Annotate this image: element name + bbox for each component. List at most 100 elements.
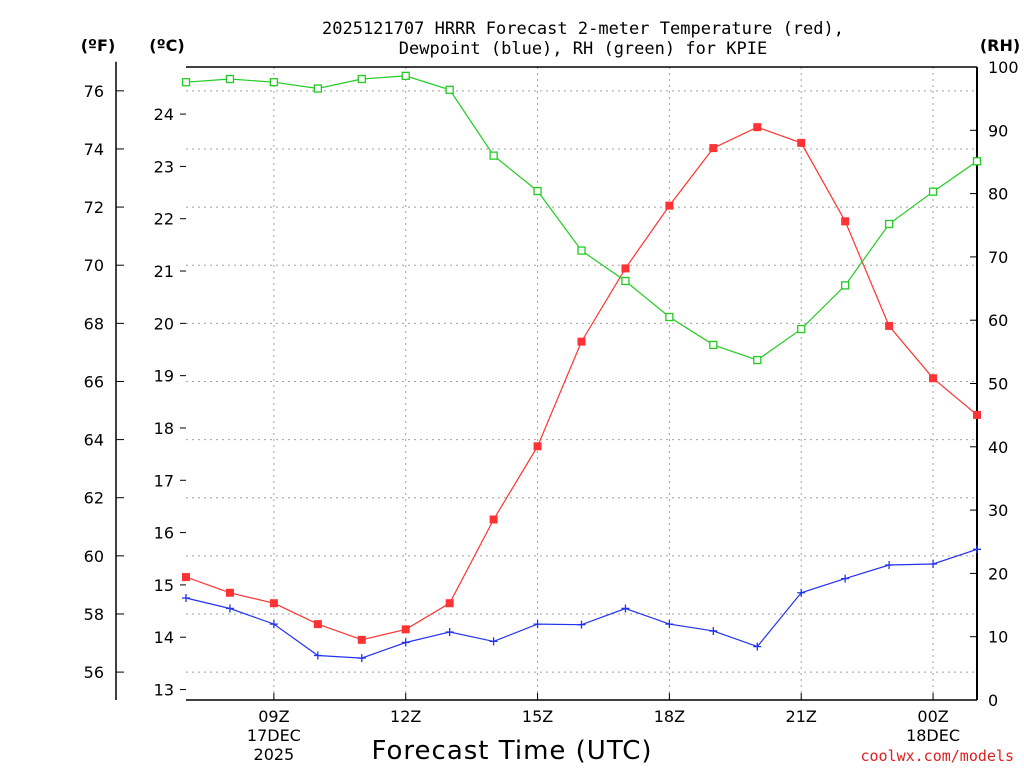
gridlines <box>186 67 977 700</box>
dewpoint-point <box>445 627 454 636</box>
temperature-point <box>269 599 278 608</box>
celsius-tick-label: 17 <box>154 471 174 490</box>
chart-title-line-2: Dewpoint (blue), RH (green) for KPIE <box>399 39 767 59</box>
dewpoint-point <box>797 588 806 597</box>
dewpoint-point <box>401 638 410 647</box>
rh-point <box>753 355 762 365</box>
plot-frame <box>115 61 978 701</box>
temperature-point <box>841 217 850 226</box>
celsius-tick-label: 14 <box>154 628 174 647</box>
celsius-tick-label: 24 <box>154 105 174 124</box>
fahrenheit-tick-label: 70 <box>84 256 104 275</box>
fahrenheit-tick-label: 74 <box>84 140 104 159</box>
celsius-tick-label: 23 <box>154 157 174 176</box>
temperature-point <box>577 337 586 346</box>
rh-point <box>665 312 674 322</box>
rh-tick-label: 70 <box>988 248 1008 267</box>
dewpoint-point <box>709 626 718 635</box>
rh-tick-label: 80 <box>988 185 1008 204</box>
fahrenheit-tick-label: 76 <box>84 82 104 101</box>
dewpoint-point <box>885 561 894 570</box>
rh-point <box>489 151 498 160</box>
temperature-point <box>533 442 542 451</box>
x-axis-title: Forecast Time (UTC) <box>371 736 652 766</box>
rh-tick-label: 100 <box>988 58 1019 77</box>
dewpoint-point <box>973 545 981 554</box>
rh-point <box>709 340 718 350</box>
x-year-label: 2025 <box>254 745 295 764</box>
x-tick-label: 21Z <box>786 707 817 726</box>
celsius-tick-label: 13 <box>154 681 174 700</box>
rh-tick-label: 0 <box>988 691 998 710</box>
temperature-point <box>445 599 454 608</box>
rh-tick-label: 40 <box>988 438 1008 457</box>
temperature-point <box>929 374 938 383</box>
temperature-point <box>401 625 410 634</box>
rh-point <box>841 281 850 290</box>
rh-tick-label: 30 <box>988 501 1008 520</box>
dewpoint-point <box>182 593 190 602</box>
temperature-point <box>753 123 762 132</box>
celsius-tick-label: 21 <box>154 262 174 281</box>
dewpoint-line <box>185 548 978 659</box>
rh-tick-label: 50 <box>988 375 1008 394</box>
celsius-tick-label: 20 <box>154 314 174 333</box>
fahrenheit-tick-label: 60 <box>84 547 104 566</box>
rh-tick-label: 60 <box>988 311 1008 330</box>
temperature-point <box>665 201 674 210</box>
fahrenheit-tick-label: 56 <box>84 663 104 682</box>
x-date-label: 17DEC <box>247 726 301 745</box>
chart-title-line-1: 2025121707 HRRR Forecast 2-meter Tempera… <box>322 19 844 39</box>
dewpoint-point <box>269 620 278 629</box>
celsius-tick-label: 15 <box>154 576 174 595</box>
fahrenheit-tick-label: 58 <box>84 605 104 624</box>
rh-point <box>928 187 938 196</box>
x-tick-label: 09Z <box>258 707 289 726</box>
rh-point <box>797 324 806 334</box>
dewpoint-point <box>225 604 234 613</box>
dewpoint-point <box>753 642 762 651</box>
fahrenheit-unit-label: (ºF) <box>81 36 116 55</box>
temperature-point <box>973 410 981 419</box>
temperature-point <box>489 515 498 524</box>
rh-point <box>445 85 454 94</box>
dewpoint-point <box>313 651 322 660</box>
dewpoint-point <box>929 559 938 568</box>
rh-line <box>185 75 978 361</box>
dewpoint-point <box>577 620 586 629</box>
x-date-label: 18DEC <box>906 726 960 745</box>
rh-point <box>533 186 542 196</box>
fahrenheit-tick-label: 66 <box>84 372 104 391</box>
temperature-point <box>885 321 894 330</box>
fahrenheit-tick-label: 64 <box>84 431 104 450</box>
rh-point <box>621 276 630 286</box>
temperature-point <box>313 620 322 629</box>
fahrenheit-tick-label: 68 <box>84 314 104 333</box>
temperature-point <box>225 588 234 597</box>
celsius-tick-label: 19 <box>154 367 174 386</box>
x-tick-label: 18Z <box>654 707 685 726</box>
axes: 56 58 60 62 64 66 68 70 72 74 76 13 14 15 16 17 18 19 20 21… <box>84 58 1019 764</box>
rh-tick-label: 10 <box>988 628 1008 647</box>
celsius-tick-label: 18 <box>154 419 174 438</box>
series-layer <box>181 71 982 663</box>
rh-point <box>225 74 235 84</box>
x-tick-label: 15Z <box>522 707 553 726</box>
rh-point <box>357 74 366 84</box>
rh-point <box>181 78 191 87</box>
rh-point <box>972 157 982 166</box>
temperature-point <box>357 635 366 644</box>
fahrenheit-tick-label: 72 <box>84 198 104 217</box>
celsius-tick-label: 16 <box>154 524 174 543</box>
celsius-tick-label: 22 <box>154 210 174 229</box>
rh-point <box>269 78 279 87</box>
temperature-point <box>182 573 190 582</box>
temperature-point <box>797 138 806 147</box>
rh-tick-label: 90 <box>988 121 1008 140</box>
rh-point <box>884 219 894 229</box>
rh-point <box>401 71 410 81</box>
celsius-unit-label: (ºC) <box>149 36 184 55</box>
x-tick-label: 00Z <box>917 707 948 726</box>
rh-point <box>577 246 586 255</box>
